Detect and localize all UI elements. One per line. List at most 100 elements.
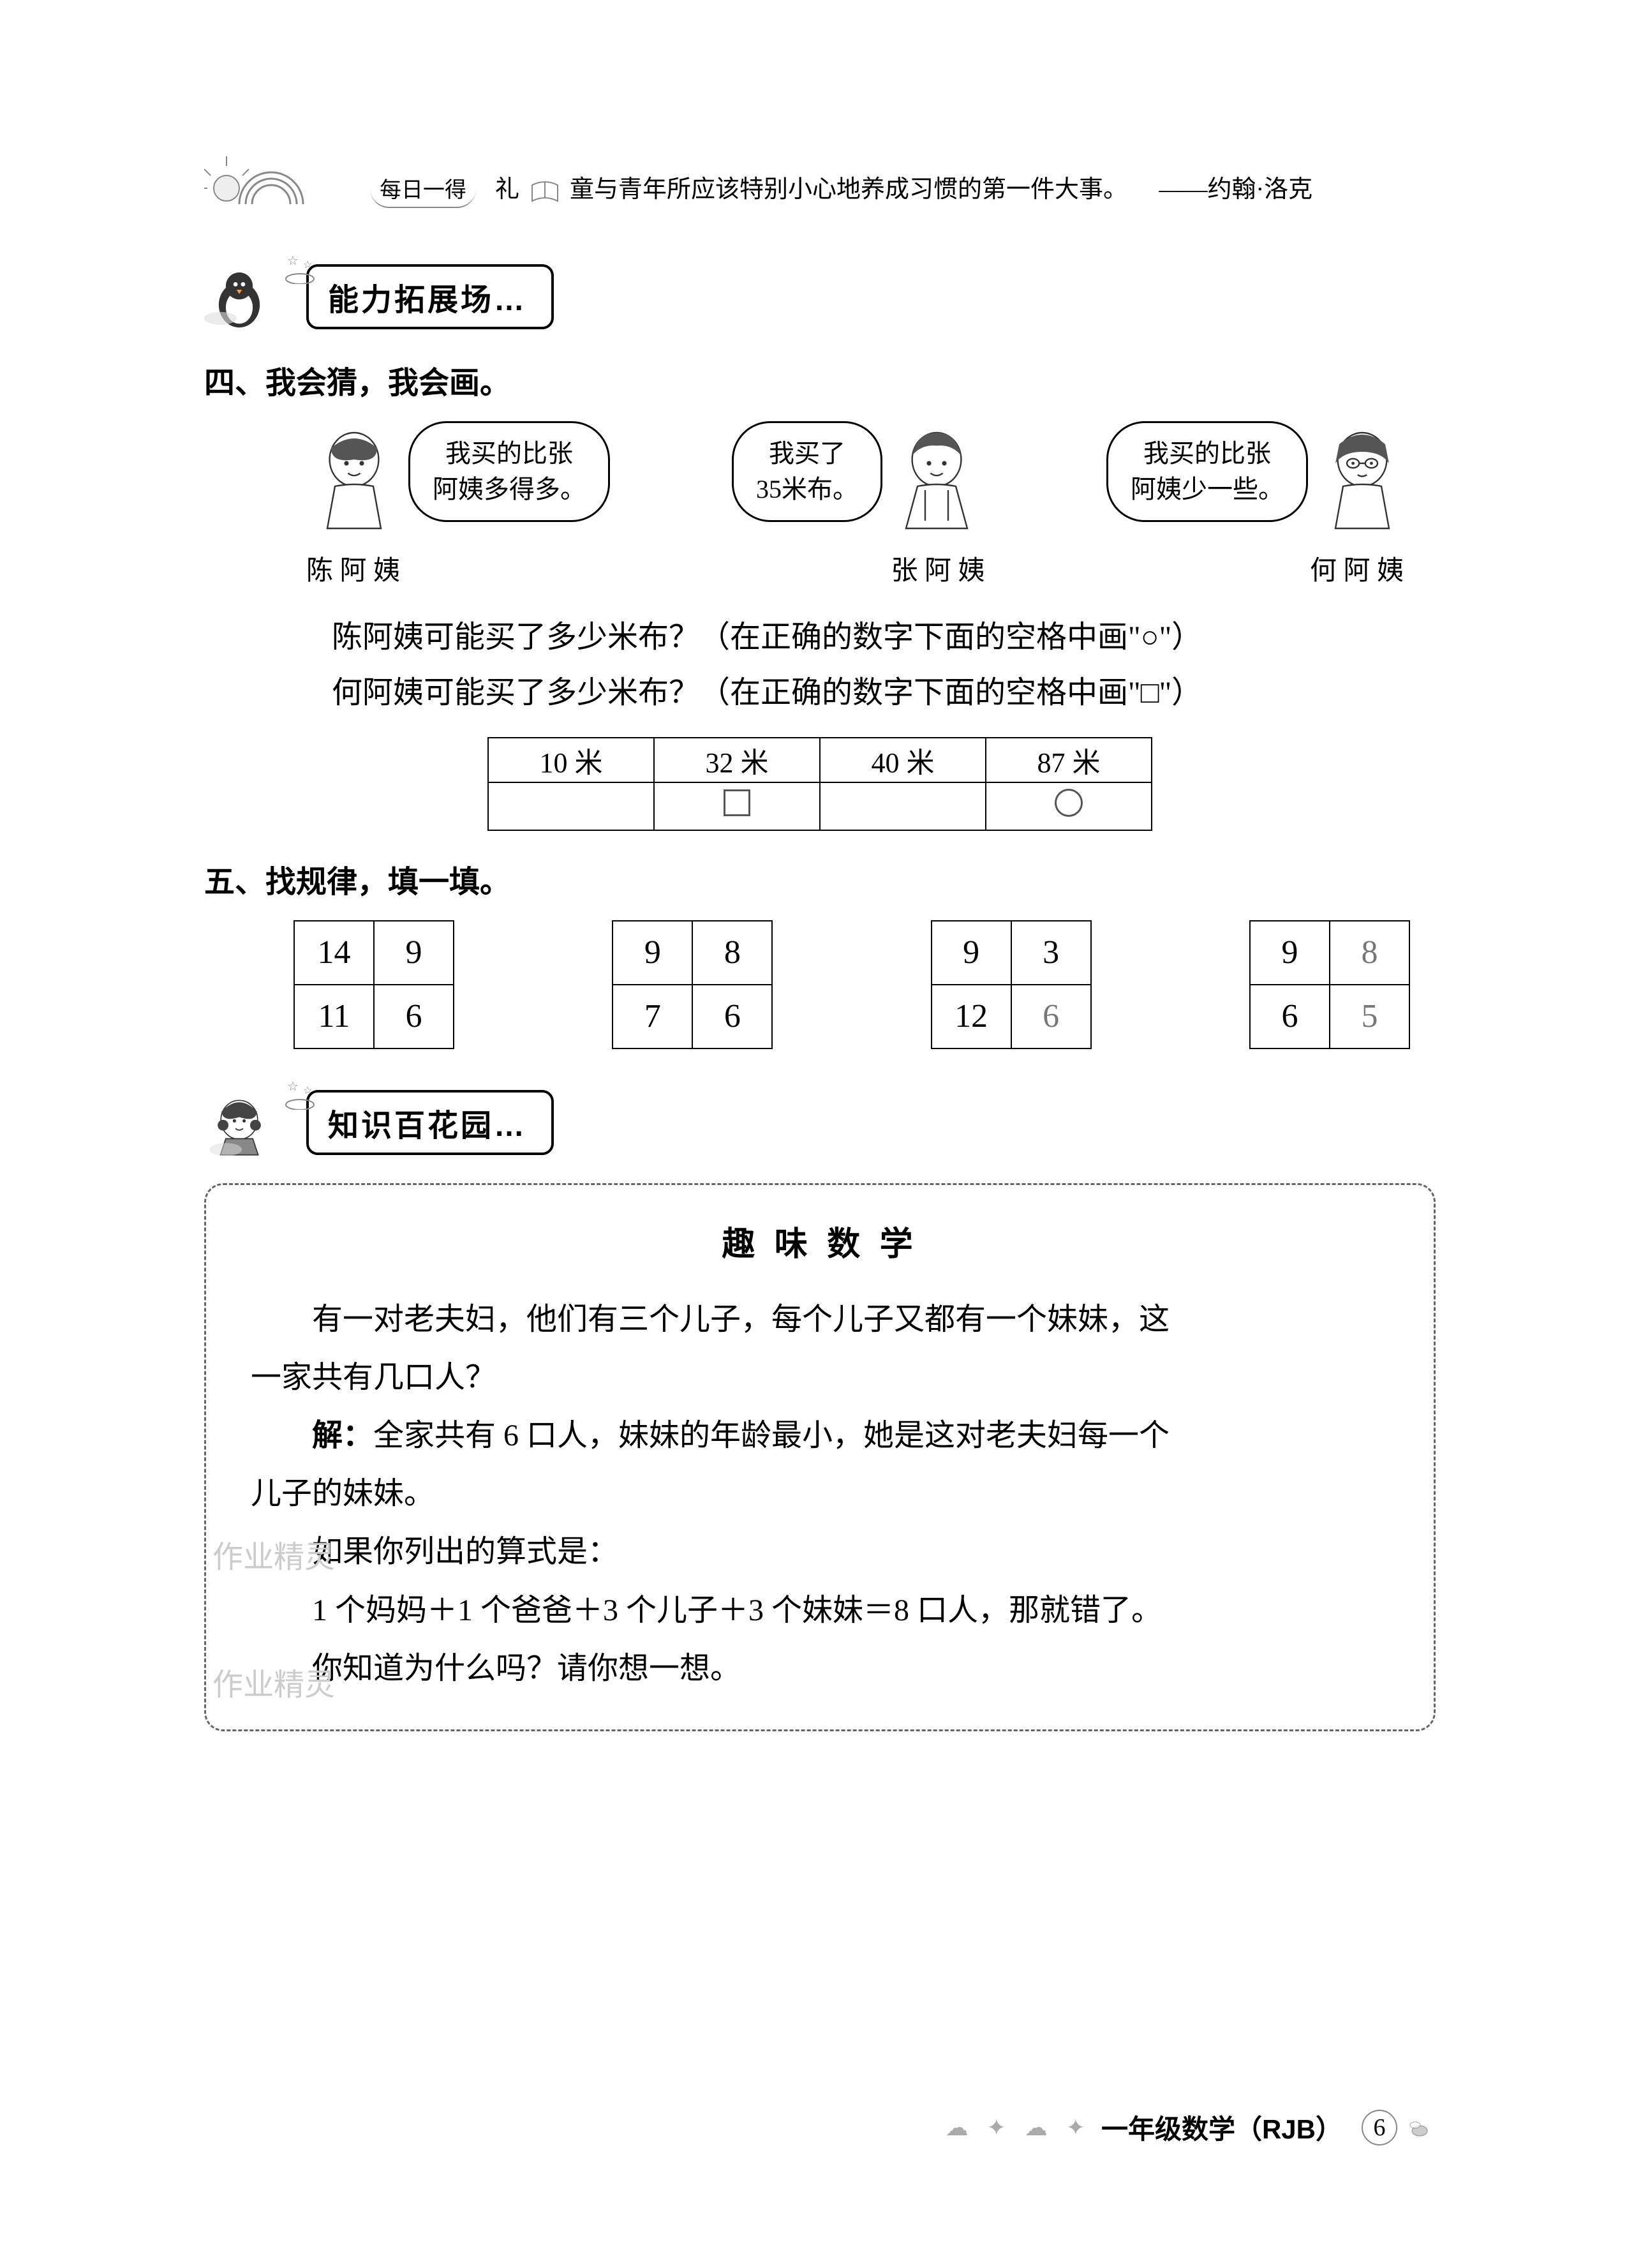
- pattern-grid-1: 149 116: [293, 920, 454, 1049]
- girl-icon: [204, 1087, 274, 1158]
- quote-prefix: 礼: [495, 176, 519, 203]
- answer-cell[interactable]: [488, 782, 654, 830]
- speech-row: 我买的比张 阿姨多得多。 我买了 35米布。: [306, 421, 1410, 536]
- table-header: 32 米: [654, 738, 820, 782]
- grid-cell: 3: [1011, 921, 1091, 985]
- quote-author: ——约翰·洛克: [1159, 176, 1313, 203]
- grid-cell: 9: [1250, 921, 1330, 985]
- info-p4: 1 个妈妈＋1 个爸爸＋3 个儿子＋3 个妹妹＝8 口人，那就错了。: [251, 1581, 1389, 1639]
- grid-cell: 9: [613, 921, 692, 985]
- table-header: 40 米: [820, 738, 986, 782]
- answer-cell[interactable]: [986, 782, 1152, 830]
- svg-text:☆: ☆: [303, 1086, 312, 1096]
- pattern-grid-3: 93 126: [931, 920, 1092, 1049]
- svg-text:☆: ☆: [303, 260, 312, 271]
- speaker-chen: 我买的比张 阿姨多得多。: [306, 421, 610, 536]
- chen-line1: 我买的比张: [433, 436, 586, 472]
- person-zhang-icon: [889, 421, 984, 536]
- pattern-row: 149 116 98 76 93 126 98 65: [293, 920, 1410, 1049]
- stars-icon: ☆ ☆: [284, 1078, 322, 1110]
- grid-cell-answer[interactable]: 5: [1330, 985, 1409, 1048]
- table-header: 10 米: [488, 738, 654, 782]
- pattern-grid-4: 98 65: [1249, 920, 1410, 1049]
- grid-cell: 11: [294, 985, 374, 1048]
- square-mark-icon: [724, 789, 750, 816]
- label-chen: 陈 阿 姨: [306, 549, 400, 588]
- info-p5: 你知道为什么吗？请你想一想。: [251, 1639, 1389, 1697]
- label-he: 何 阿 姨: [1310, 549, 1404, 588]
- answer-table: 10 米 32 米 40 米 87 米: [487, 737, 1152, 831]
- grid-cell: 6: [1250, 985, 1330, 1048]
- grid-cell: 9: [374, 921, 454, 985]
- grid-cell: 6: [692, 985, 772, 1048]
- section4-title: 四、我会猜，我会画。: [204, 357, 1436, 402]
- stars-icon: ☆ ☆: [284, 252, 322, 284]
- bee-icon: [1404, 2115, 1436, 2140]
- grid-cell-answer[interactable]: 6: [1011, 985, 1091, 1048]
- person-chen-icon: [306, 421, 402, 536]
- he-line2: 阿姨少一些。: [1131, 472, 1284, 507]
- daily-badge: 每日一得: [370, 169, 476, 208]
- info-p1b: 一家共有几口人？: [251, 1348, 1389, 1406]
- banner-ability: ☆ ☆ 能力拓展场…: [204, 262, 1436, 332]
- banner-box-ability: 能力拓展场…: [306, 264, 554, 329]
- bubble-zhang: 我买了 35米布。: [732, 421, 882, 522]
- footer: ☁ ✦ ☁ ✦ 一年级数学（RJB） 6: [946, 2108, 1436, 2147]
- quote-text: 童与青年所应该特别小心地养成习惯的第一件大事。: [570, 176, 1127, 203]
- grid-cell-answer[interactable]: 8: [1330, 921, 1409, 985]
- svg-text:☆: ☆: [287, 254, 299, 268]
- info-p3: 如果你列出的算式是：: [251, 1523, 1389, 1581]
- he-line1: 我买的比张: [1131, 436, 1284, 472]
- info-p1-text: 有一对老夫妇，他们有三个儿子，每个儿子又都有一个妹妹，这: [312, 1302, 1170, 1336]
- question1: 陈阿姨可能买了多少米布？（在正确的数字下面的空格中画"○"）: [332, 613, 1436, 662]
- sun-rainbow-icon: [204, 153, 376, 223]
- circle-mark-icon: [1055, 789, 1083, 817]
- banner-text: 能力拓展场: [328, 283, 494, 317]
- grid-cell: 14: [294, 921, 374, 985]
- banner-knowledge: ☆ ☆ 知识百花园…: [204, 1087, 1436, 1158]
- zhang-line2: 35米布。: [756, 472, 858, 507]
- table-header-row: 10 米 32 米 40 米 87 米: [488, 738, 1152, 782]
- speaker-he: 我买的比张 阿姨少一些。: [1106, 421, 1410, 536]
- header-decoration: [204, 153, 370, 223]
- info-box: 趣 味 数 学 有一对老夫妇，他们有三个儿子，每个儿子又都有一个妹妹，这 一家共…: [204, 1183, 1436, 1731]
- banner-text: 知识百花园: [328, 1109, 494, 1143]
- svg-text:☆: ☆: [287, 1080, 299, 1094]
- zhang-line1: 我买了: [756, 436, 858, 472]
- grid-cell: 9: [932, 921, 1011, 985]
- grid-cell: 8: [692, 921, 772, 985]
- book-icon: [526, 175, 564, 207]
- info-p2-text: 全家共有 6 口人，妹妹的年龄最小，她是这对老夫妇每一个: [373, 1419, 1170, 1452]
- speaker-labels: 陈 阿 姨 张 阿 姨 何 阿 姨: [319, 549, 1410, 588]
- footer-subject: 一年级数学（RJB）: [1101, 2108, 1342, 2147]
- speaker-zhang: 我买了 35米布。: [732, 421, 984, 536]
- info-p1: 有一对老夫妇，他们有三个儿子，每个儿子又都有一个妹妹，这: [251, 1290, 1389, 1348]
- header-row: 每日一得 礼 童与青年所应该特别小心地养成习惯的第一件大事。 ——约翰·洛克: [204, 153, 1436, 223]
- grid-cell: 6: [374, 985, 454, 1048]
- pattern-grid-2: 98 76: [612, 920, 773, 1049]
- grid-cell: 12: [932, 985, 1011, 1048]
- banner-box-knowledge: 知识百花园…: [306, 1090, 554, 1155]
- label-zhang: 张 阿 姨: [891, 549, 984, 588]
- penguin-icon: [204, 262, 274, 332]
- answer-cell[interactable]: [820, 782, 986, 830]
- banner-dots: …: [494, 1109, 526, 1143]
- page-container: 每日一得 礼 童与青年所应该特别小心地养成习惯的第一件大事。 ——约翰·洛克: [0, 0, 1627, 1878]
- question2: 何阿姨可能买了多少米布？（在正确的数字下面的空格中画"□"）: [332, 669, 1436, 718]
- info-p2b: 儿子的妹妹。: [251, 1465, 1389, 1523]
- person-he-icon: [1314, 421, 1410, 536]
- bubble-chen: 我买的比张 阿姨多得多。: [408, 421, 610, 522]
- info-p2-label: 解：: [312, 1419, 373, 1452]
- info-title: 趣 味 数 学: [251, 1217, 1389, 1265]
- grid-cell: 7: [613, 985, 692, 1048]
- banner-dots: …: [494, 283, 526, 317]
- header-quote: 礼 童与青年所应该特别小心地养成习惯的第一件大事。 ——约翰·洛克: [495, 169, 1436, 207]
- footer-decoration-icon: ☁ ✦ ☁ ✦: [946, 2114, 1092, 2141]
- table-answer-row: [488, 782, 1152, 830]
- section5-title: 五、找规律，填一填。: [204, 856, 1436, 901]
- answer-cell[interactable]: [654, 782, 820, 830]
- info-p2: 解：全家共有 6 口人，妹妹的年龄最小，她是这对老夫妇每一个: [251, 1406, 1389, 1465]
- watermark: 作业精灵: [212, 1659, 335, 1704]
- page-number: 6: [1362, 2110, 1397, 2145]
- watermark: 作业精灵: [212, 1532, 335, 1576]
